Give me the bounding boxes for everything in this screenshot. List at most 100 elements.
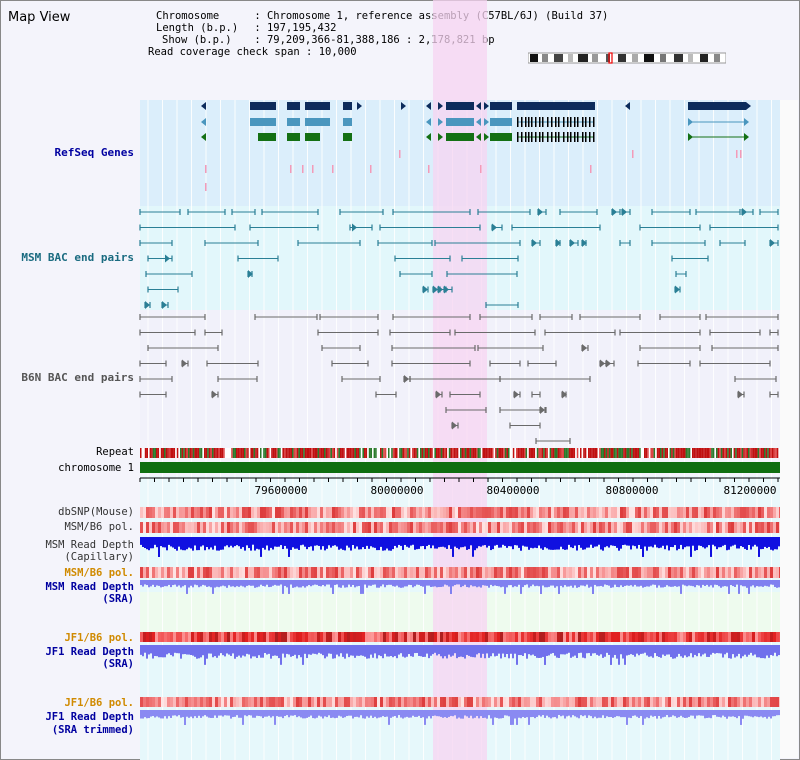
track-label-msm-depth-sra[interactable]: MSM Read Depth — [45, 581, 134, 593]
depth-bar — [460, 645, 462, 657]
depth-bar — [542, 645, 544, 657]
depth-bar — [692, 580, 694, 587]
gene-exon[interactable] — [688, 102, 746, 110]
msm-bac-features[interactable] — [139, 208, 779, 309]
depth-bar — [352, 580, 354, 585]
depth-bar — [458, 645, 460, 657]
polymorphism-cell — [650, 522, 653, 533]
depth-bar — [554, 710, 556, 718]
gene-exon[interactable] — [490, 118, 512, 126]
polymorphism-cell — [713, 507, 716, 518]
repeat-segment — [546, 448, 548, 458]
track-label-msm-bac[interactable]: MSM BAC end pairs — [21, 251, 134, 264]
repeat-segment — [140, 448, 142, 458]
repeat-segment — [655, 448, 657, 458]
gene-exon[interactable] — [258, 133, 276, 141]
polymorphism-cell — [272, 507, 275, 518]
depth-bar — [678, 537, 680, 549]
depth-bar — [736, 645, 738, 657]
gene-exon[interactable] — [250, 118, 276, 126]
gene-exon[interactable] — [517, 102, 595, 110]
bac-end-arrow — [742, 208, 747, 216]
right-gutter — [780, 100, 798, 758]
depth-bar — [612, 645, 614, 658]
repeat-segment — [669, 448, 672, 458]
depth-bar — [684, 645, 686, 656]
repeat-segment — [711, 448, 713, 458]
depth-bar — [572, 645, 574, 657]
track-label-msm-b6-pol[interactable]: MSM/B6 pol. — [64, 521, 134, 533]
depth-bar — [230, 580, 232, 587]
gene-exon[interactable] — [446, 118, 474, 126]
depth-bar — [358, 537, 360, 550]
gene-exon[interactable] — [287, 118, 300, 126]
gene-strand-arrow — [201, 133, 206, 141]
depth-bar — [724, 537, 726, 545]
track-label-chromosome[interactable]: chromosome 1 — [58, 462, 134, 474]
depth-bar — [554, 645, 556, 656]
polymorphism-cell — [611, 507, 614, 518]
read-depth-tracks[interactable] — [140, 537, 780, 725]
gene-exon[interactable] — [287, 133, 300, 141]
depth-bar — [752, 645, 754, 656]
track-label-jf1-b6-pol[interactable]: JF1/B6 pol. — [64, 632, 134, 644]
track-label-repeat[interactable]: Repeat — [96, 446, 134, 458]
gene-exon[interactable] — [250, 102, 276, 110]
bac-end-arrow — [438, 285, 443, 294]
repeat-segment — [743, 448, 745, 458]
polymorphism-cell — [377, 632, 380, 642]
polymorphism-cell — [410, 522, 413, 533]
track-label-msm-depth-cap[interactable]: MSM Read Depth — [45, 539, 134, 551]
gene-exon[interactable] — [343, 102, 352, 110]
polymorphism-cell — [167, 567, 170, 578]
track-label-jf1-depth-sra[interactable]: JF1 Read Depth — [45, 646, 134, 658]
chromosome-bar[interactable] — [140, 462, 780, 473]
track-label-dbsnp[interactable]: dbSNP(Mouse) — [58, 506, 134, 518]
gene-exon[interactable] — [343, 133, 352, 141]
polymorphism-cell — [422, 507, 425, 518]
repeat-track[interactable] — [140, 448, 780, 458]
depth-bar — [226, 710, 228, 716]
polymorphism-cell — [503, 522, 506, 533]
gene-exon[interactable] — [343, 118, 352, 126]
refseq-gene-features[interactable] — [201, 102, 751, 191]
polymorphism-cell — [770, 697, 773, 707]
track-label-b6n-bac[interactable]: B6N BAC end pairs — [21, 371, 134, 384]
depth-bar — [324, 580, 326, 587]
depth-bar — [492, 645, 494, 654]
gene-exon[interactable] — [305, 118, 330, 126]
gene-exon[interactable] — [305, 133, 320, 141]
polymorphism-cell — [617, 697, 620, 707]
track-label-jf1-b6-pol-2[interactable]: JF1/B6 pol. — [64, 697, 134, 709]
gene-exon[interactable] — [490, 133, 512, 141]
depth-bar — [272, 645, 274, 656]
depth-bar — [228, 645, 230, 655]
depth-bar — [408, 645, 410, 655]
track-label-jf1-depth-trim[interactable]: JF1 Read Depth — [45, 711, 134, 723]
depth-bar — [258, 580, 260, 587]
track-label-msm-b6-pol-2[interactable]: MSM/B6 pol. — [64, 567, 134, 579]
depth-bar — [322, 537, 324, 547]
chromosome-ideogram[interactable] — [528, 52, 726, 64]
repeat-segment — [404, 448, 406, 458]
gene-exon[interactable] — [287, 102, 300, 110]
polymorphism-strips[interactable] — [140, 507, 782, 707]
gene-exon[interactable] — [446, 102, 474, 110]
polymorphism-cell — [545, 522, 548, 533]
depth-bar — [558, 645, 560, 658]
gene-exon[interactable] — [305, 102, 330, 110]
gene-exon-tick — [521, 117, 523, 127]
track-label-refseq[interactable]: RefSeq Genes — [55, 146, 134, 159]
gene-exon[interactable] — [446, 133, 474, 141]
b6n-bac-features[interactable] — [139, 314, 779, 444]
polymorphism-cell — [743, 632, 746, 642]
polymorphism-cell — [392, 632, 395, 642]
repeat-segment — [372, 448, 374, 458]
depth-bar — [306, 710, 308, 718]
gene-exon[interactable] — [490, 102, 512, 110]
depth-bar — [650, 537, 652, 547]
polymorphism-cell — [191, 522, 194, 533]
polymorphism-cell — [203, 567, 206, 578]
repeat-segment — [692, 448, 694, 458]
